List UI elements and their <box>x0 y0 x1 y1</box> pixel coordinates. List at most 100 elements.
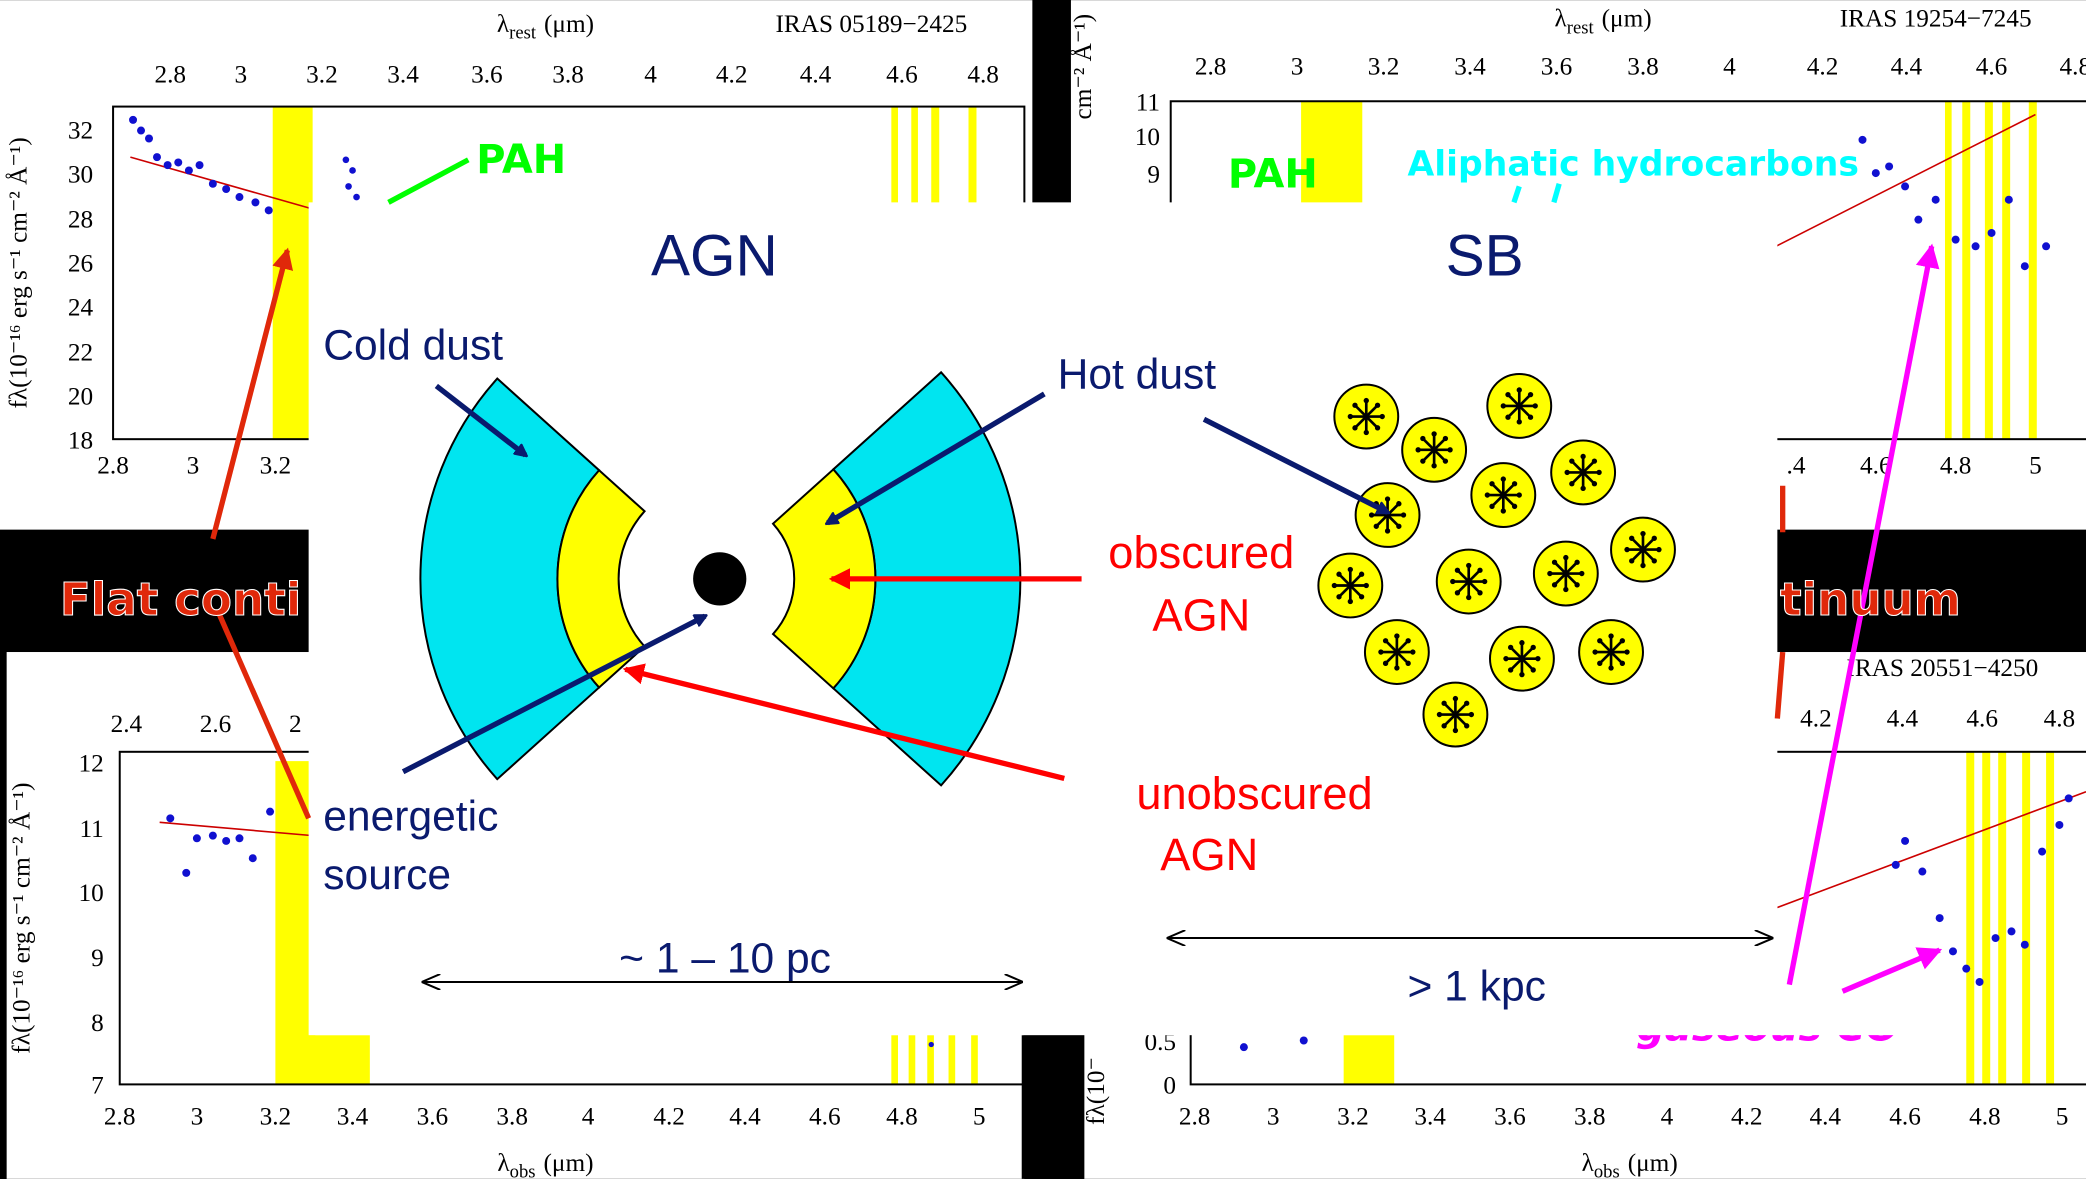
rest-tick-label: 3.6 <box>471 61 503 89</box>
star-tip <box>1441 723 1446 728</box>
star-tip <box>1383 638 1388 643</box>
star-tip <box>1596 470 1601 475</box>
star-tip <box>1501 403 1506 408</box>
y-tick-label: 32 <box>68 117 93 145</box>
obs-tick-label: 4.6 <box>1889 1102 1921 1130</box>
star-cluster <box>1402 418 1466 482</box>
star-tip <box>1352 425 1357 430</box>
y-tick-label: 7 <box>91 1072 104 1100</box>
star-tip <box>1565 470 1570 475</box>
symbol: λ <box>1582 1149 1595 1177</box>
star-tip <box>1359 594 1364 599</box>
star-tip <box>1508 667 1513 672</box>
obs-tick-label: 4.8 <box>886 1102 918 1130</box>
star-tip <box>1528 415 1533 420</box>
star-tip <box>1505 392 1510 397</box>
star-cluster <box>1437 550 1501 614</box>
star-cluster <box>1611 518 1675 582</box>
star-tip <box>1624 547 1629 552</box>
star-tip <box>1348 599 1353 604</box>
star-tip <box>1431 431 1436 436</box>
star-cluster <box>1551 441 1615 505</box>
rest-tick-label: 4.8 <box>2044 705 2076 733</box>
rest-tick-label: 4.2 <box>1807 53 1839 81</box>
annotation: Flat conti <box>60 573 301 626</box>
y-tick-label: 10 <box>1135 123 1160 151</box>
star-tip <box>1453 728 1458 733</box>
star-tip <box>1620 638 1625 643</box>
rest-tick-label: 2.8 <box>154 61 186 89</box>
star-tip <box>1580 454 1585 459</box>
star-cluster <box>1334 385 1398 449</box>
star-tip <box>1332 583 1337 588</box>
star-tip <box>1629 536 1634 541</box>
star-cluster <box>1534 542 1598 606</box>
star-tip <box>1364 430 1369 435</box>
y-tick-label: 24 <box>68 293 94 321</box>
subscript: obs <box>1594 1162 1620 1179</box>
star-tip <box>1447 447 1452 452</box>
rest-tick-label: 4.2 <box>716 61 748 89</box>
scale-label: ~ 1 – 10 pc <box>619 935 831 983</box>
rest-tick-label: 2.8 <box>1195 53 1227 81</box>
obs-tick-label: 3.2 <box>260 452 292 480</box>
star-tip <box>1512 481 1517 486</box>
star-tip <box>1443 458 1448 463</box>
obs-tick-label: 3.4 <box>1414 1102 1446 1130</box>
scale-label: > 1 kpc <box>1407 963 1545 1011</box>
star-tip <box>1533 403 1538 408</box>
star-tip <box>1453 696 1458 701</box>
obs-tick-label: 4 <box>1661 1102 1674 1130</box>
sb-title: SB <box>1446 224 1524 289</box>
rest-tick-label: 4.6 <box>1966 705 1998 733</box>
y-tick-label: 11 <box>1136 89 1160 117</box>
star-tip <box>1466 563 1471 568</box>
star-tip <box>1394 665 1399 670</box>
star-tip <box>1375 425 1380 430</box>
star-tip <box>1592 481 1597 486</box>
star-tip <box>1348 414 1353 419</box>
star-tip <box>1574 560 1579 565</box>
star-tip <box>1640 563 1645 568</box>
star-tip <box>1592 458 1597 463</box>
rest-tick-label: 4.6 <box>886 61 918 89</box>
rest-tick-label: 3 <box>1291 53 1304 81</box>
star-tip <box>1396 524 1401 529</box>
star-tip <box>1608 633 1613 638</box>
star-tip <box>1416 447 1421 452</box>
rest-tick-label: 4 <box>1723 53 1736 81</box>
obs-tick-label: .4 <box>1787 452 1806 480</box>
star-tip <box>1624 649 1629 654</box>
star-tip <box>1592 649 1597 654</box>
rest-tick-label: 3.2 <box>1368 53 1400 81</box>
rest-tick-label: 2.4 <box>111 710 143 738</box>
star-tip <box>1359 572 1364 577</box>
star-tip <box>1431 463 1436 468</box>
y-tick-label: 30 <box>68 160 93 188</box>
star-tip <box>1569 458 1574 463</box>
star-tip <box>1535 656 1540 661</box>
star-tip <box>1380 414 1385 419</box>
obs-tick-label: 4.6 <box>809 1102 841 1130</box>
star-tip <box>1336 572 1341 577</box>
obs-tick-label: 3 <box>191 1102 204 1130</box>
label: AGN <box>1152 590 1250 641</box>
star-tip <box>1579 571 1584 576</box>
star-tip <box>1563 555 1568 560</box>
subscript: obs <box>510 1162 536 1179</box>
star-tip <box>1517 492 1522 497</box>
star-tip <box>1501 476 1506 481</box>
star-tip <box>1383 661 1388 666</box>
star-tip <box>1552 560 1557 565</box>
star-tip <box>1519 672 1524 677</box>
star-tip <box>1501 508 1506 513</box>
star-tip <box>1531 645 1536 650</box>
star-tip <box>1364 398 1369 403</box>
star-tip <box>1406 638 1411 643</box>
obs-tick-label: 3.6 <box>1494 1102 1526 1130</box>
obs-tick-label: 4.4 <box>729 1102 761 1130</box>
rest-tick-label: 4 <box>644 61 657 89</box>
annotation: Aliphatic hydrocarbons <box>1408 145 1859 185</box>
obs-tick-label: 3.6 <box>417 1102 449 1130</box>
y-tick-label: 12 <box>79 750 104 778</box>
